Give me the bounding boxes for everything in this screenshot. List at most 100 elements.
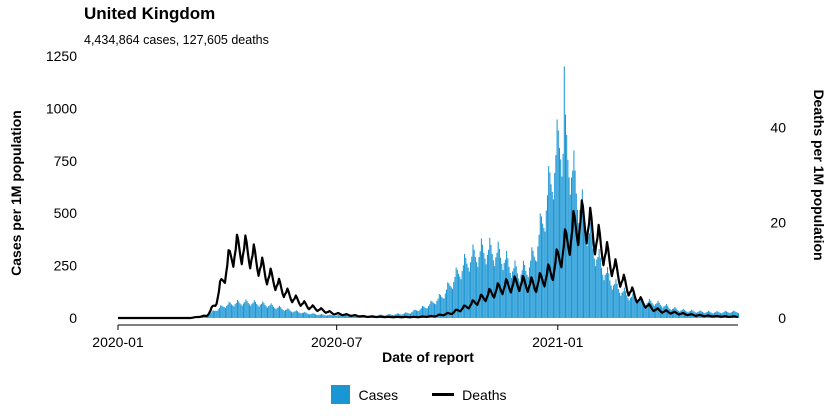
cases-bar (574, 170, 576, 318)
cases-bar (299, 312, 301, 318)
cases-bar (491, 254, 493, 318)
cases-bar (294, 311, 296, 318)
cases-bar (224, 307, 226, 318)
cases-bar (734, 311, 736, 318)
cases-bar (655, 304, 657, 318)
cases-bar (277, 307, 279, 318)
cases-bar (269, 305, 271, 318)
cases-bar (540, 216, 542, 318)
cases-bar (331, 315, 333, 318)
cases-bar (510, 277, 512, 318)
cases-bar (436, 300, 438, 318)
cases-bar (581, 189, 583, 318)
cases-bar (306, 313, 308, 318)
cases-bar (728, 312, 730, 318)
cases-bar (432, 302, 434, 318)
cases-bar (466, 263, 468, 318)
cases-bar (650, 300, 652, 318)
cases-bar (462, 265, 464, 318)
cases-bar (591, 234, 593, 318)
cases-bar (550, 184, 552, 318)
cases-bar (273, 306, 275, 318)
cases-bar (560, 159, 562, 318)
cases-bar (300, 313, 302, 318)
cases-bar (558, 147, 560, 318)
cases-bar (343, 315, 345, 318)
cases-bar (311, 313, 313, 318)
cases-bar (605, 273, 607, 318)
x-tick-label: 2021-01 (532, 334, 584, 350)
cases-bar (295, 310, 297, 318)
cases-bar (590, 222, 592, 318)
cases-bar (604, 275, 606, 318)
cases-bar (325, 315, 327, 318)
cases-bar (441, 296, 443, 318)
y-axis-title: Cases per 1M population (8, 110, 24, 276)
cases-bar (569, 194, 571, 318)
cases-bar (477, 266, 479, 318)
cases-bar (421, 305, 424, 318)
cases-bar (646, 302, 648, 318)
cases-bar (434, 303, 436, 318)
legend-item-cases[interactable]: Cases (331, 385, 398, 404)
cases-bar (236, 299, 238, 318)
cases-bar (587, 236, 589, 318)
cases-bar (476, 262, 478, 318)
legend-item-deaths[interactable]: Deaths (432, 387, 507, 403)
cases-bar (408, 313, 410, 318)
cases-bar (411, 312, 413, 318)
cases-bar (268, 306, 270, 318)
cases-bar (486, 254, 488, 318)
cases-bar (319, 314, 321, 318)
cases-bar (589, 233, 591, 318)
y-tick-label: 1000 (46, 100, 77, 116)
cases-bar (274, 308, 276, 318)
cases-bar (442, 298, 444, 318)
cases-bar (465, 257, 467, 318)
cases-bar (601, 267, 603, 318)
cases-bar (508, 266, 510, 318)
cases-bar (593, 258, 595, 318)
cases-bar (576, 209, 579, 318)
cases-bar (211, 310, 213, 318)
cases-bar (241, 305, 243, 318)
cases-bar (641, 299, 643, 318)
cases-bar (438, 293, 440, 318)
cases-bar (539, 213, 541, 318)
cases-bar (229, 302, 231, 318)
cases-bar (292, 312, 294, 318)
cases-bar (542, 223, 544, 318)
cases-bar (579, 210, 581, 318)
cases-bar (265, 306, 267, 318)
cases-bar (322, 314, 324, 318)
cases-bar (258, 306, 260, 318)
cases-bar (339, 315, 341, 318)
cases-bar (318, 314, 320, 318)
cases-bar (425, 308, 427, 318)
cases-bar (304, 311, 306, 318)
cases-bar (413, 309, 415, 318)
chart-canvas: 2020-01 2020-07 2021-01 0 250 500 750 1000 1250… (8, 48, 827, 365)
cases-bar (546, 195, 548, 318)
cases-bar (596, 259, 598, 318)
cases-bar (544, 231, 546, 318)
cases-bar (208, 314, 210, 318)
cases-bar (545, 210, 547, 318)
cases-bar (430, 300, 432, 318)
cases-bar (244, 302, 246, 318)
cases-bar (530, 260, 532, 318)
cases-bar (280, 307, 282, 318)
cases-bar (354, 315, 356, 318)
chart-title: United Kingdom (84, 4, 216, 23)
cases-bar (497, 241, 499, 318)
cases-bar (635, 301, 637, 318)
deaths-swatch (432, 393, 455, 396)
cases-bar (444, 293, 446, 318)
cases-bar (468, 271, 470, 318)
cases-bar (285, 309, 287, 318)
cases-bar (480, 238, 482, 318)
cases-bar (266, 307, 269, 318)
cases-bar (516, 273, 518, 318)
cases-bar (645, 305, 647, 318)
y2-axis-title: Deaths per 1M population (811, 89, 827, 260)
